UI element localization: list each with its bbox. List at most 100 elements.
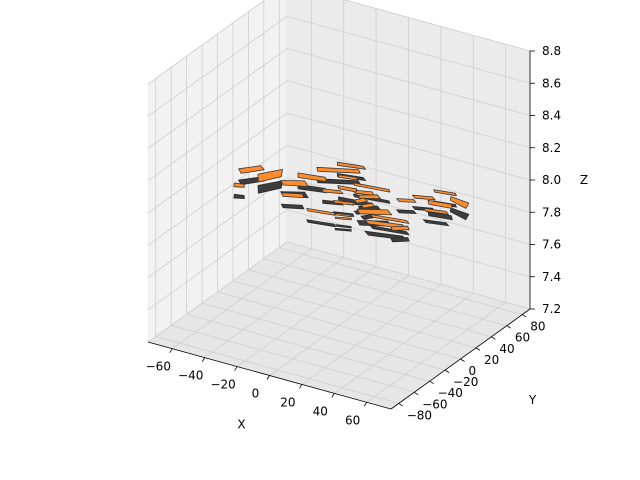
x-tick-mark [266,375,270,380]
polygon-edge [395,209,417,215]
grid-line-z [147,241,531,343]
x-tick-mark [299,384,303,389]
grid-line-z [147,144,531,246]
polygon-face [336,161,367,170]
polygon-edge [369,225,411,236]
polygon-face [396,198,417,203]
polygon-edge [306,219,336,228]
polygon-face [337,174,358,181]
polygon-face [356,208,393,216]
polygon-edge [390,237,410,243]
polygon-shape [237,165,265,186]
z-tick-label: 7.2 [542,302,561,316]
polygon-face [280,179,309,187]
polygon-face [316,166,361,174]
polygon-shape [280,192,305,210]
polygon-shape [369,213,411,236]
polygon-shape [334,216,352,232]
y-tick-label: −80 [407,408,432,422]
y-tick-label: 20 [484,353,499,367]
polygon-edge [233,193,245,200]
polygon-edge [280,203,305,210]
polygon-face [412,194,436,201]
polygon-edge [335,224,352,229]
x-tick-label: −60 [146,360,171,374]
polygon-edge [427,210,453,221]
polygon-face [360,202,376,209]
polygon-collection [233,161,470,243]
z-tick-label: 7.6 [542,238,561,252]
z-tick-label: 8.4 [542,109,561,123]
x-tick-label: −20 [210,378,235,392]
polygon-shape [449,196,470,221]
y-tick-mark [491,336,496,340]
grid-line-z [147,0,531,85]
polygon-shape [335,212,352,229]
x-tick-label: 20 [280,395,295,409]
grid-line-z [147,80,531,182]
x-tick-mark [363,402,368,407]
y-tick-label: 40 [499,342,514,356]
polygon-edge [334,227,352,232]
polygon-face [427,199,453,209]
y-tick-label: −20 [453,375,478,389]
x-tick-mark [331,393,335,398]
polygon-shape [427,199,453,221]
polygon-face [433,189,457,197]
polygon-face [334,216,352,221]
polygon-edge [422,219,450,227]
polygon-face [353,197,369,204]
polygon-face [390,225,410,231]
polygon-face [423,207,450,215]
y-tick-mark [460,358,465,362]
y-tick-mark [444,369,450,373]
x-tick-mark [169,348,173,353]
y-tick-mark [413,391,419,396]
z-tick-label: 7.8 [542,205,561,219]
polygon-face [306,207,336,216]
polygon-face [369,213,410,224]
polygon-face [297,172,327,182]
polygon-face [338,185,357,193]
polygon-face [335,212,352,218]
polygon-face [333,199,355,206]
grid-line-z [147,48,531,149]
grid-line-z [147,15,531,117]
y-axis-label: Y [528,393,537,407]
y-tick-mark [522,314,527,318]
polygon-shape [422,207,450,227]
x-tick-label: −40 [178,369,203,383]
polygon-face [358,194,382,200]
grid-line-z [147,112,531,214]
polygon-shape [233,182,245,200]
polygon-face [280,192,305,199]
polygon-face [449,196,470,209]
y-tick-mark [429,380,434,385]
grid-line-z [147,209,531,311]
polygon-shape [306,207,336,228]
z-tick-label: 8.0 [542,173,561,187]
x-tick-label: 0 [252,387,260,401]
y-tick-label: 60 [515,331,530,345]
polygon-shape [322,188,344,206]
y-tick-label: −40 [438,386,463,400]
polygon-shape [390,225,410,243]
x-tick-label: 40 [313,404,328,418]
z-tick-label: 8.2 [542,141,561,155]
y-tick-mark [506,325,512,329]
x-tick-mark [201,357,206,362]
y-tick-mark [398,403,403,407]
grid-lines [147,0,531,404]
x-tick-mark [234,366,238,371]
y-tick-label: 0 [469,364,477,378]
z-tick-label: 8.6 [542,76,561,90]
z-tick-label: 7.4 [542,270,561,284]
grid-line-z [147,177,531,278]
polygon-face [233,182,245,188]
z-axis-label: Z [580,173,588,187]
y-tick-label: −60 [422,397,447,411]
z-tick-label: 8.8 [542,44,561,58]
polygon-face [257,168,283,183]
